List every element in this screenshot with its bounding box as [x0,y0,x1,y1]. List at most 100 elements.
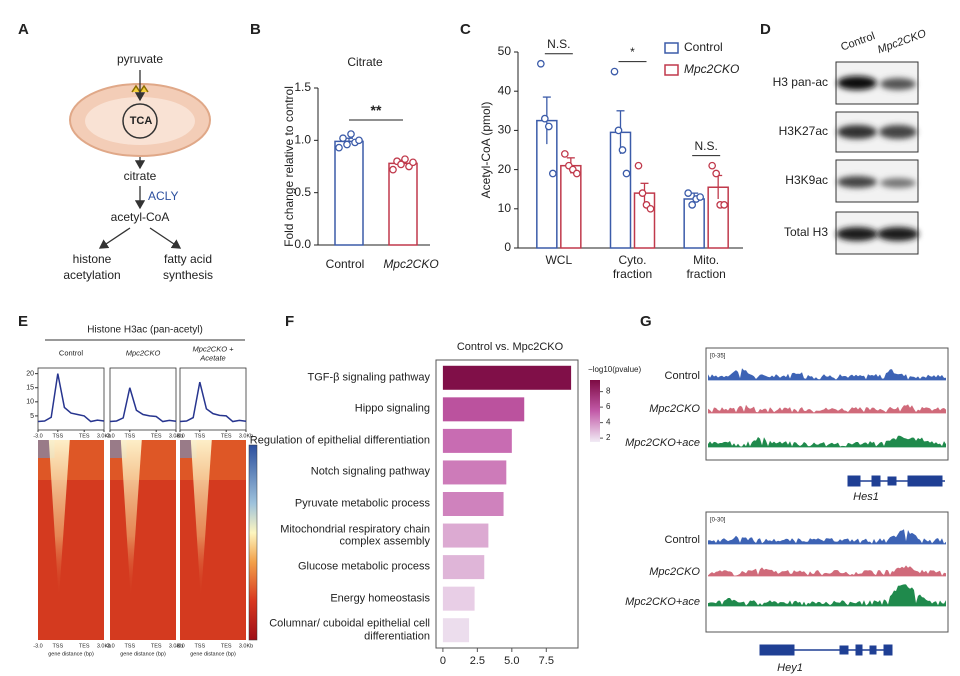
y-tick-label: 5 [30,413,34,420]
x-tick-label: TES [79,433,90,439]
y-tick-label: 10 [26,399,34,406]
x-tick-label: 3.0Kb [239,433,253,439]
track-range: [0-35] [710,354,726,360]
bar [442,365,572,390]
heatmap-colorbar [248,444,258,641]
profile-frame [109,367,177,431]
data-point [688,201,697,209]
track-label: Mpc2CKO+ace [625,596,700,608]
legend-swatch [664,64,679,76]
x-tick-label: -3.0 [105,643,114,649]
column-label: Mpc2CKO [125,348,161,358]
x-tick-label: TSS [194,433,205,439]
y-tick-label: Columnar/ cuboidal epithelial cell diffe… [269,617,430,643]
x-tick-label: 2.5 [470,655,485,667]
track-label: Control [665,370,700,382]
x-tick-label: TES [79,643,90,649]
heatmap-streak [190,440,212,600]
data-point [401,155,409,164]
data-point [355,136,363,145]
panel-letter: F [285,313,294,330]
tca-label: TCA [130,115,153,127]
blot-label: H3K27ac [779,124,828,138]
gene-model [759,644,893,656]
colorbar-tick-label: 6 [606,402,611,411]
x-tick-label: -3.0 [105,433,114,439]
x-tick-label: 3.0Kb [169,643,183,649]
x-tick-label: TES [151,643,162,649]
data-point [560,150,569,158]
enzyme: ACLY [148,189,178,203]
x-tick-label: 3.0Kb [97,643,111,649]
data-point [548,169,557,178]
bar [442,586,475,611]
x-tick-label: 0 [440,655,446,667]
colorbar [590,380,600,442]
x-tick-label: Cyto. fraction [612,253,653,281]
bar [442,523,489,548]
mitochondrion-inner [85,97,195,145]
data-point [544,122,553,131]
x-tick-label: Control [326,257,365,271]
metabolite: pyruvate [117,52,163,66]
fate: synthesis [163,268,213,282]
x-tick-label: Mito. fraction [686,253,726,281]
profile-frame [37,367,105,431]
data-point [708,161,717,170]
data-point [646,204,655,213]
profile-frame [179,367,247,431]
bar [560,164,582,249]
x-tick-label: 3.0Kb [239,643,253,649]
significance: N.S. [694,139,717,153]
y-tick-label: Regulation of epithelial differentiation [249,434,430,447]
data-point [634,161,643,170]
y-axis-label: Fold change relative to control [282,86,296,247]
blot-label: H3K9ac [785,173,828,187]
data-point [339,134,347,143]
x-tick-label: 3.0Kb [97,433,111,439]
y-tick-label: 0 [504,240,511,254]
gene-name: Hes1 [853,491,879,503]
x-axis-label: gene distance (bp) [120,651,166,657]
chart-title: Histone H3ac (pan-acetyl) [87,325,203,336]
y-tick-label: 40 [498,83,512,97]
arrow [149,227,182,249]
colorbar-tick-label: 8 [606,387,611,396]
profile-line [109,387,177,423]
data-point [712,169,721,178]
x-tick-label: WCL [545,253,573,267]
y-tick-label: 20 [498,162,512,176]
y-tick-label: TGF-β signaling pathway [307,371,431,384]
data-point [614,126,623,135]
colorbar-tick-label: 4 [606,418,611,427]
gene-name: Hey1 [777,662,803,674]
x-tick-label: 5.0 [504,655,519,667]
x-tick-label: Mpc2CKO [383,257,438,271]
y-tick-label: Hippo signaling [354,403,430,416]
data-point [696,193,705,201]
y-tick-label: 1.5 [294,80,311,94]
bar [334,140,364,246]
y-tick-label: 20 [26,370,34,377]
panel-letter: E [18,313,28,330]
fate: fatty acid [164,252,212,266]
heatmap-streak [48,440,70,600]
data-point [409,158,417,167]
x-tick-label: TSS [124,643,135,649]
data-point [622,169,631,178]
data-point [389,165,397,174]
signal-track [708,584,946,606]
x-tick-label: TES [151,433,162,439]
metabolite: acetyl-CoA [111,210,170,224]
panel-letter: C [460,21,471,38]
profile-line [37,373,105,423]
track-frame [705,347,949,461]
data-point [684,189,693,197]
x-axis-label: gene distance (bp) [48,651,94,657]
heatmap-streak [120,440,142,600]
data-point [610,67,619,76]
x-tick-label: TSS [52,643,63,649]
profile-line [179,381,247,423]
x-tick-label: TES [221,433,232,439]
